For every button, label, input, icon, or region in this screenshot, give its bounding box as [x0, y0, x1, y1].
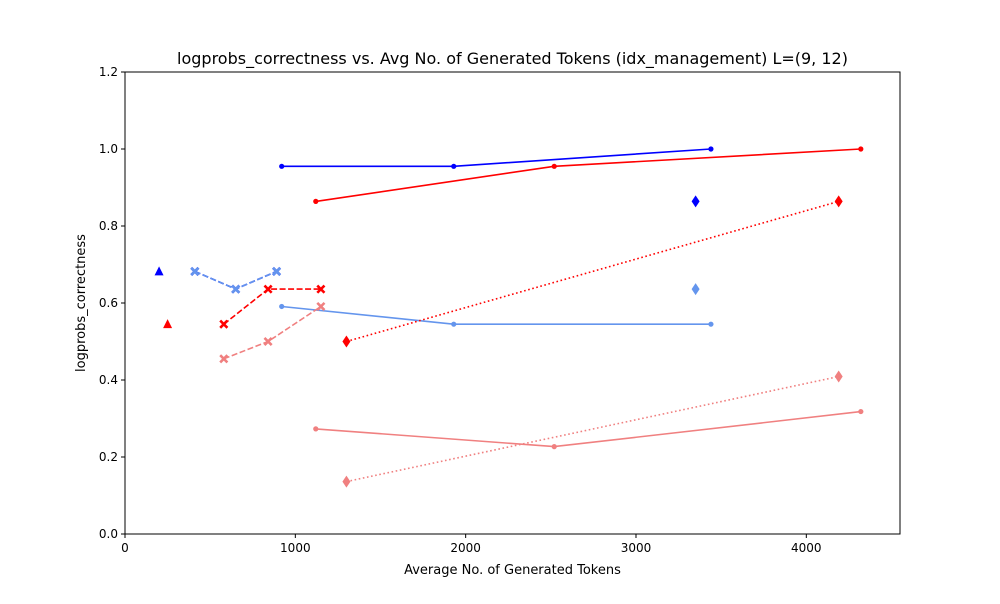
series-1-point-2	[858, 146, 864, 152]
series-12-point-0	[154, 266, 164, 276]
series-10-point-2	[316, 284, 326, 294]
y-tick-label: 0.2	[99, 450, 118, 464]
series-0-point-2	[708, 146, 714, 152]
y-tick-label: 0.4	[99, 373, 118, 387]
y-tick-label: 1.0	[99, 142, 118, 156]
series-4-point-0	[342, 335, 351, 348]
series-11-point-1	[263, 336, 273, 347]
series-10-point-0	[219, 319, 229, 329]
series-7-point-0	[691, 283, 700, 296]
series-5-point-0	[342, 475, 351, 488]
series-2-point-1	[451, 321, 457, 327]
plot-area	[154, 146, 864, 488]
series-0-point-1	[451, 163, 457, 169]
y-tick-label: 1.2	[99, 65, 118, 79]
y-axis-label: logprobs_correctness	[74, 234, 89, 372]
series-2-point-0	[279, 303, 285, 310]
series-9-point-2	[272, 266, 282, 276]
series-0-point-0	[279, 163, 285, 169]
x-axis-label: Average No. of Generated Tokens	[404, 563, 621, 578]
chart-title: logprobs_correctness vs. Avg No. of Gene…	[177, 49, 848, 69]
series-3-point-0	[313, 426, 319, 432]
x-tick-label: 0	[121, 541, 129, 555]
series-11-point-2	[316, 301, 326, 311]
x-tick-label: 1000	[280, 541, 311, 555]
series-4-line	[346, 200, 839, 343]
axes: 0 1000 2000 3000 4000 0.0 0.2 0.4 0.6 0.8 1.0 1.2	[99, 65, 901, 555]
series-9-point-1	[231, 284, 241, 294]
series-1-point-1	[551, 163, 557, 169]
series-3-point-2	[858, 408, 864, 415]
series-5-point-1	[834, 370, 843, 383]
series-2-point-2	[708, 321, 714, 327]
series-10-point-1	[263, 284, 273, 294]
x-tick-label: 3000	[621, 541, 652, 555]
series-6-point-0	[691, 195, 700, 208]
y-tick-label: 0.8	[99, 219, 118, 233]
x-tick-label: 2000	[450, 541, 481, 555]
series-4-point-1	[834, 195, 843, 208]
series-13-point-0	[163, 319, 173, 329]
x-tick-label: 4000	[791, 541, 822, 555]
y-tick-label: 0.0	[99, 527, 118, 541]
series-1-point-0	[313, 198, 319, 204]
series-11-point-0	[219, 354, 229, 364]
series-9-point-0	[190, 266, 200, 276]
series-3-point-1	[551, 444, 557, 450]
y-tick-label: 0.6	[99, 296, 118, 310]
